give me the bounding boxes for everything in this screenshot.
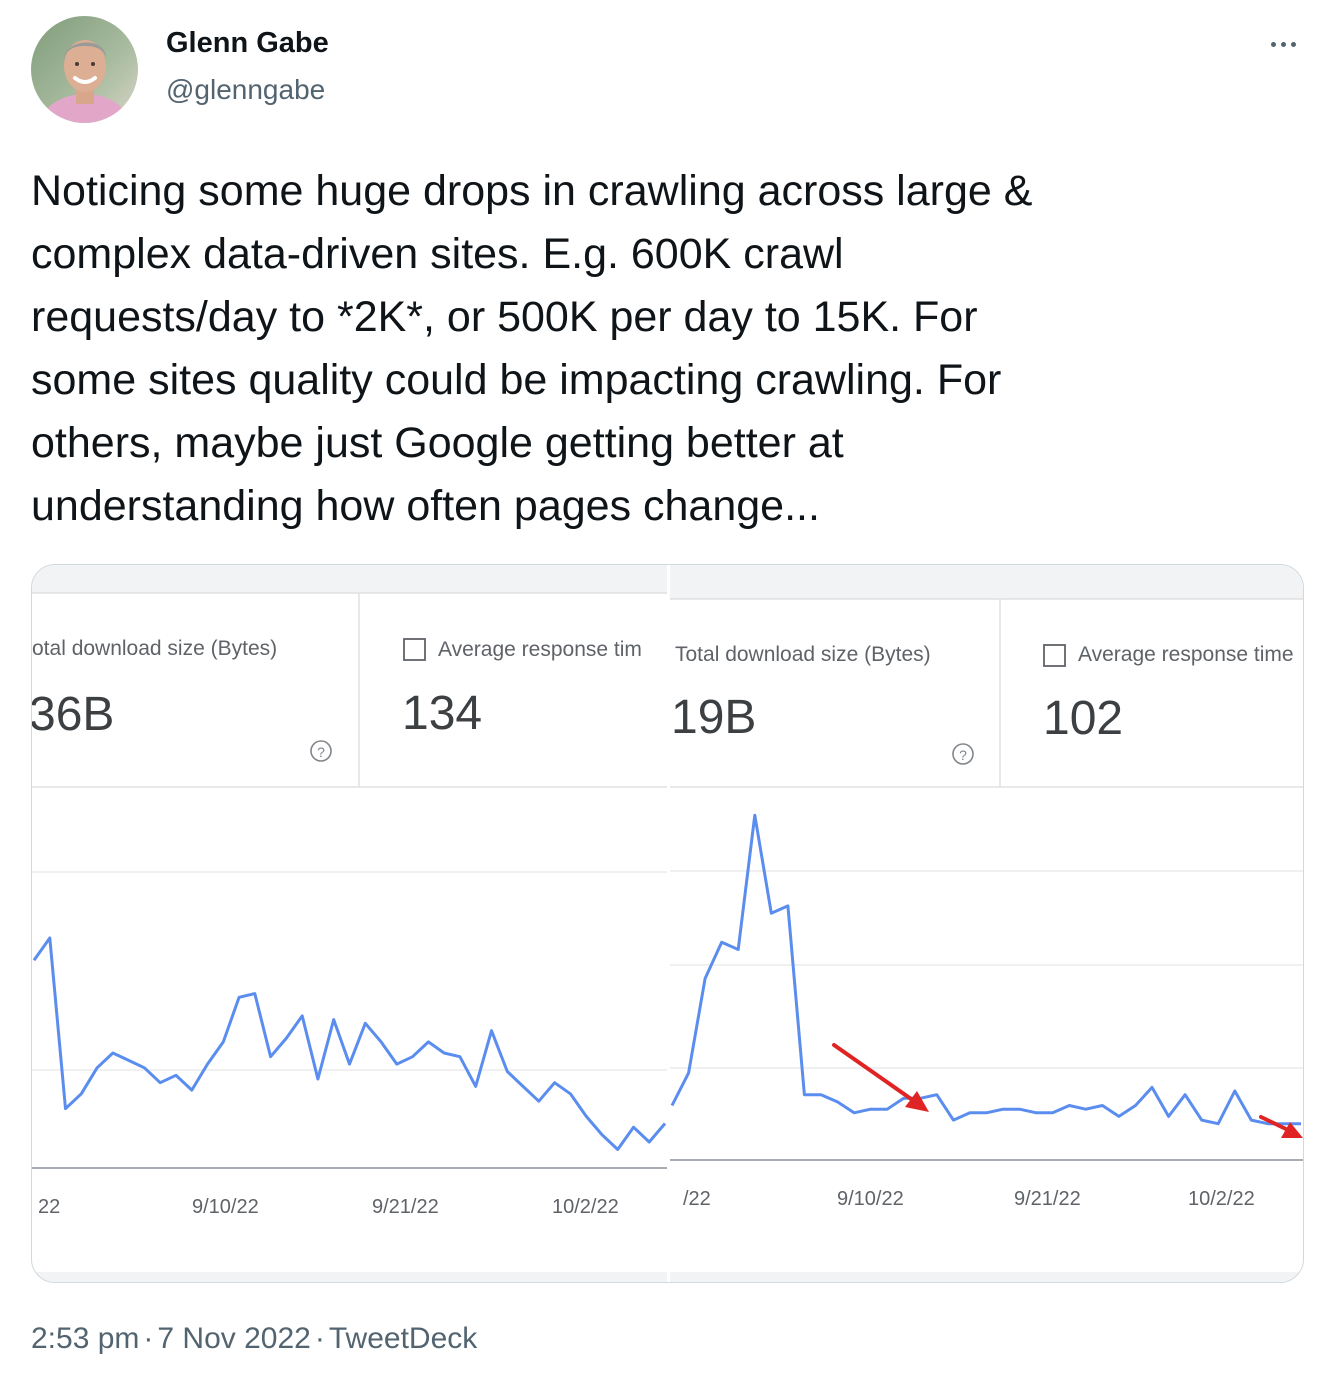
author-name[interactable]: Glenn Gabe: [166, 27, 329, 59]
right-series-line: [670, 813, 1301, 1126]
left-top-strip: [32, 565, 667, 593]
meta-separator: ·: [314, 1322, 325, 1355]
image-seam: [667, 565, 670, 1282]
right-panel: Total download size (Bytes) 19B ? Averag…: [670, 565, 1303, 1282]
avatar-image: [31, 16, 138, 123]
tweet-time[interactable]: 2:53 pm: [31, 1322, 140, 1355]
left-metric2-value: 134: [402, 687, 482, 740]
more-dot: [1270, 41, 1276, 47]
right-metric1-label: Total download size (Bytes): [675, 643, 931, 666]
tweet-date[interactable]: 7 Nov 2022: [157, 1322, 311, 1355]
left-bottom-strip: [32, 1272, 667, 1282]
x-tick-label: 22: [38, 1196, 60, 1218]
help-circle-icon[interactable]: ?: [310, 740, 332, 762]
x-tick-label: 9/10/22: [837, 1188, 904, 1210]
author-handle[interactable]: @glenngabe: [166, 74, 326, 105]
meta-separator: ·: [143, 1322, 154, 1355]
left-metric2-checkbox[interactable]: [403, 638, 426, 661]
left-x-tick-labels: 22 9/10/22 9/21/22 10/2/22: [38, 1196, 619, 1218]
x-tick-label: /22: [683, 1188, 711, 1210]
red-arrow-annotation: [1259, 1115, 1303, 1138]
x-tick-label: 9/10/22: [192, 1196, 259, 1218]
right-metric2-label: Average response time: [1078, 643, 1294, 666]
right-bottom-strip: [670, 1272, 1303, 1282]
left-series-line: [32, 936, 667, 1151]
more-dot: [1280, 41, 1286, 47]
left-metric1-label: otal download size (Bytes): [32, 637, 277, 660]
left-metric1-value: 36B: [32, 688, 114, 741]
tweet-source[interactable]: TweetDeck: [328, 1322, 478, 1355]
chart-screenshot: otal download size (Bytes) 36B ? Average…: [32, 565, 1303, 1282]
avatar[interactable]: [31, 16, 138, 123]
tweet-media-image[interactable]: otal download size (Bytes) 36B ? Average…: [31, 564, 1304, 1283]
red-arrow-annotation: [832, 1043, 929, 1112]
right-x-tick-labels: /22 9/10/22 9/21/22 10/2/22: [683, 1188, 1255, 1210]
right-metric2-value: 102: [1043, 692, 1123, 745]
tweet-text: Noticing some huge drops in crawling acr…: [31, 167, 1033, 530]
x-tick-label: 9/21/22: [372, 1196, 439, 1218]
right-top-strip: [670, 565, 1303, 599]
right-metric1-value: 19B: [671, 691, 756, 744]
left-metric2-label: Average response tim: [438, 638, 642, 661]
right-metric2-checkbox[interactable]: [1043, 644, 1066, 667]
svg-text:?: ?: [959, 747, 967, 763]
x-tick-label: 9/21/22: [1014, 1188, 1081, 1210]
help-circle-icon[interactable]: ?: [952, 743, 974, 765]
x-tick-label: 10/2/22: [1188, 1188, 1255, 1210]
tweet-meta: 2:53 pm · 7 Nov 2022 · TweetDeck: [31, 1322, 477, 1356]
x-tick-label: 10/2/22: [552, 1196, 619, 1218]
more-dot: [1290, 41, 1296, 47]
left-panel: otal download size (Bytes) 36B ? Average…: [32, 565, 667, 1282]
more-options-icon[interactable]: [1260, 22, 1306, 66]
svg-text:?: ?: [317, 744, 325, 760]
